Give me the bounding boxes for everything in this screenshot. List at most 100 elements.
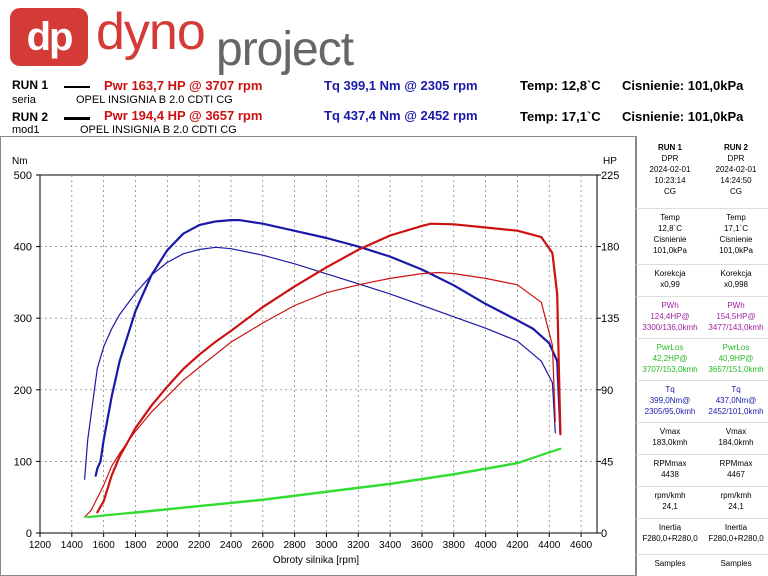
run2-summary-title: RUN 2 xyxy=(723,143,748,152)
x-tick-label: 2800 xyxy=(284,540,307,551)
run2-summary-cg: CG xyxy=(730,187,742,196)
panel-divider xyxy=(636,296,768,297)
run1-summary: RUN 1 DPR 2024-02-01 10:23:14 CG Temp 12… xyxy=(637,136,703,568)
tq-run-2-line xyxy=(94,218,562,477)
run2-pwrlos-value: 40,9HP@ xyxy=(718,354,754,363)
run2-pwh-label: PWh xyxy=(727,301,745,310)
y-right-tick-label: 45 xyxy=(601,456,613,468)
x-tick-label: 1400 xyxy=(61,540,84,551)
run1-label: RUN 1 xyxy=(12,78,49,92)
x-tick-label: 2200 xyxy=(188,540,211,551)
run1-cis-label: Cisnienie xyxy=(653,235,687,244)
run1-temp-value: 12,8`C xyxy=(657,224,682,233)
run2-summary: RUN 2 DPR 2024-02-01 14:24:50 CG Temp 17… xyxy=(703,136,768,568)
run2-tq-value: 437,0Nm@ xyxy=(715,396,757,405)
run2-summary-dpr: DPR xyxy=(727,154,745,163)
run1-kor-value: x0,99 xyxy=(660,280,680,289)
logo-badge xyxy=(10,8,88,66)
run2-label: RUN 2 xyxy=(12,110,49,124)
panel-divider xyxy=(636,338,768,339)
run2-rpmmax-label: RPMmax xyxy=(719,459,753,468)
run1-inertia-label: Inertia xyxy=(658,523,682,532)
x-tick-label: 3600 xyxy=(411,540,434,551)
chart-series xyxy=(83,218,562,519)
x-tick-label: 3800 xyxy=(443,540,466,551)
y-left-tick-label: 200 xyxy=(14,385,32,397)
run2-line-swatch xyxy=(64,117,90,120)
run2-rpmkmh-label: rpm/kmh xyxy=(720,491,752,500)
run2-temp: Temp: 17,1`C xyxy=(520,109,601,124)
y-left-tick-label: 100 xyxy=(14,456,32,468)
run1-sub-label: seria xyxy=(12,94,36,106)
pwr-run-2-line xyxy=(96,222,562,514)
run1-power: Pwr 163,7 HP @ 3707 rpm xyxy=(104,78,263,93)
run1-summary-cg: CG xyxy=(664,187,676,196)
panel-divider xyxy=(636,486,768,487)
run1-cis-value: 101,0kPa xyxy=(653,246,687,255)
run2-vehicle: OPEL INSIGNIA B 2.0 CDTI CG xyxy=(80,124,237,136)
run1-line-swatch xyxy=(64,86,90,88)
x-tick-label: 3000 xyxy=(315,540,338,551)
x-tick-label: 4600 xyxy=(570,540,593,551)
dyno-chart: 1200 1400 1600 1800 2000 2200 2400 2600 2800 3000… xyxy=(0,136,636,576)
run2-pwrlos-at: 3657/151,0kmh xyxy=(708,365,764,374)
x-tick-label: 3200 xyxy=(347,540,370,551)
y-right-tick-label: 135 xyxy=(601,313,619,325)
run1-vehicle: OPEL INSIGNIA B 2.0 CDTI CG xyxy=(76,94,233,106)
run-summary-panel: RUN 1 DPR 2024-02-01 10:23:14 CG Temp 12… xyxy=(636,136,768,576)
logo-word-project: project xyxy=(216,23,354,76)
y-right-tick-label: 225 xyxy=(601,170,619,182)
y-right-tick-label: 0 xyxy=(601,528,607,540)
y-right-tick-label: 180 xyxy=(601,242,619,254)
panel-divider xyxy=(636,454,768,455)
run2-temp-value: 17,1`C xyxy=(723,224,748,233)
run2-torque: Tq 437,4 Nm @ 2452 rpm xyxy=(324,108,478,123)
logo-word-dyno: dyno xyxy=(96,3,206,61)
run1-rpmmax-label: RPMmax xyxy=(653,459,687,468)
run1-summary-date: 2024-02-01 xyxy=(649,165,691,174)
panel-divider xyxy=(636,208,768,209)
run2-pressure: Cisnienie: 101,0kPa xyxy=(622,109,744,124)
run2-vmax-label: Vmax xyxy=(725,427,747,436)
run1-vmax-label: Vmax xyxy=(659,427,681,436)
run1-rpmkmh-label: rpm/kmh xyxy=(654,491,686,500)
pwr-run-1-line xyxy=(83,271,556,518)
run2-rpmkmh-value: 24,1 xyxy=(728,502,744,511)
run2-cis-value: 101,0kPa xyxy=(719,246,753,255)
panel-divider xyxy=(636,264,768,265)
run2-cis-label: Cisnienie xyxy=(719,235,753,244)
tq-run-1-line xyxy=(83,246,556,480)
x-tick-label: 2600 xyxy=(252,540,275,551)
run1-pwrlos-at: 3707/153,0kmh xyxy=(642,365,698,374)
run1-tq-value: 399,0Nm@ xyxy=(649,396,691,405)
run1-pwh-at: 3300/136,0kmh xyxy=(642,323,698,332)
y-right-tick-label: 90 xyxy=(601,385,613,397)
y-left-label: Nm xyxy=(12,156,28,167)
run1-tq-label: Tq xyxy=(665,385,675,394)
logo-mark: dp xyxy=(26,15,74,59)
run2-tq-at: 2452/101,0kmh xyxy=(708,407,764,416)
run1-rpmmax-value: 4438 xyxy=(661,470,679,479)
x-tick-label: 1200 xyxy=(29,540,52,551)
run1-summary-time: 10:23:14 xyxy=(654,176,686,185)
x-tick-label: 2000 xyxy=(156,540,179,551)
run2-sub-label: mod1 xyxy=(12,124,40,136)
run2-inertia-label: Inertia xyxy=(724,523,748,532)
run1-temp: Temp: 12,8`C xyxy=(520,78,601,93)
x-tick-label: 4400 xyxy=(538,540,561,551)
chart-ticks: 1200 1400 1600 1800 2000 2200 2400 2600 2800 3000… xyxy=(14,170,620,551)
x-tick-label: 1600 xyxy=(93,540,116,551)
run1-tq-at: 2305/95,0kmh xyxy=(644,407,696,416)
panel-divider xyxy=(636,554,768,555)
panel-divider xyxy=(636,380,768,381)
run2-tq-label: Tq xyxy=(731,385,741,394)
run1-summary-title: RUN 1 xyxy=(657,143,682,152)
run2-rpmmax-value: 4467 xyxy=(727,470,745,479)
x-tick-label: 2400 xyxy=(220,540,243,551)
y-left-tick-label: 300 xyxy=(14,313,32,325)
x-tick-label: 3400 xyxy=(379,540,402,551)
panel-divider xyxy=(636,422,768,423)
run1-torque: Tq 399,1 Nm @ 2305 rpm xyxy=(324,78,478,93)
run1-vmax-value: 183,0kmh xyxy=(652,438,688,447)
run2-summary-date: 2024-02-01 xyxy=(715,165,757,174)
